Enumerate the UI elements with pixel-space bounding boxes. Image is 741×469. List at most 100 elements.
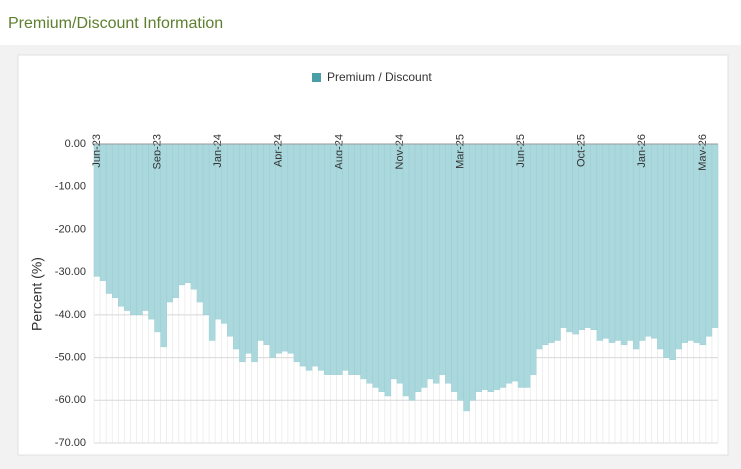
bar [632,143,640,350]
page-title: Premium/Discount Information [8,15,223,32]
bar [348,143,355,375]
bar [299,143,307,367]
bar [136,143,143,316]
bar [693,143,701,343]
bar [178,143,186,286]
bar [590,143,598,331]
bar [420,143,428,388]
bar [517,143,525,388]
bar [675,143,682,350]
bar [142,143,149,311]
bar [554,143,561,341]
bar [251,143,258,363]
bar [560,143,567,328]
bar [360,143,367,380]
bar [257,143,264,341]
bar [366,143,373,384]
bar [130,143,137,316]
bar [233,143,240,350]
y-tick-label: -70.00 [55,437,86,449]
bar [269,143,276,358]
bar [469,143,476,401]
bar [184,143,192,284]
y-tick-label: -30.00 [55,266,86,278]
bar [711,143,719,328]
bar [208,143,216,341]
bar [529,143,537,375]
bar [118,143,125,307]
bar [239,143,246,363]
bar [330,143,337,375]
bar [214,143,222,320]
bar [687,143,694,341]
bar [111,143,119,298]
bar [293,143,301,363]
bar [263,143,270,345]
bar [705,143,713,337]
bar [602,143,610,339]
bar [536,143,543,350]
y-tick-label: -50.00 [55,351,86,363]
bar [311,143,319,367]
bar [317,143,325,371]
bar [511,143,519,382]
bar [548,143,555,343]
bar [651,143,658,339]
y-tick-label: -20.00 [55,223,86,235]
bar [227,143,234,337]
bar [475,143,482,392]
bar [433,143,440,384]
bar [166,143,173,303]
bar [384,143,392,397]
bar [620,143,628,345]
legend-label: Premium / Discount [327,70,432,84]
bar [572,143,579,335]
bar [414,143,422,392]
bar [124,143,131,311]
bar [566,143,573,333]
bar [336,143,343,375]
bar [614,143,622,341]
bar [408,143,416,401]
legend-swatch [312,73,321,82]
bar [669,143,676,360]
bar [542,143,549,345]
bar [287,143,295,354]
bar [342,143,349,371]
bar [402,143,410,397]
bar [196,143,204,303]
bar [275,143,283,354]
bar [645,143,652,337]
bar [305,143,313,371]
bar [190,143,198,290]
bar [523,143,531,388]
bar [221,143,228,324]
y-tick-label: -40.00 [55,309,86,321]
bar [160,143,167,348]
y-tick-label: -60.00 [55,394,86,406]
bar [105,143,113,294]
bar [463,143,470,412]
bar [390,143,398,380]
bar [354,143,361,375]
bar [281,143,289,352]
bar [439,143,446,375]
bar [99,143,107,281]
bar [578,143,585,331]
bar [639,143,646,341]
bar [499,143,507,388]
bar [481,143,488,390]
y-tick-label: 0.00 [65,138,86,150]
bar [657,143,664,350]
bar [487,143,495,392]
bar [372,143,379,388]
bar [172,143,180,298]
bar [457,143,464,401]
bar [584,143,591,328]
y-tick-label: -10.00 [55,181,86,193]
bar [626,143,634,341]
bar [493,143,501,390]
bar [663,143,670,358]
bar [427,143,434,380]
